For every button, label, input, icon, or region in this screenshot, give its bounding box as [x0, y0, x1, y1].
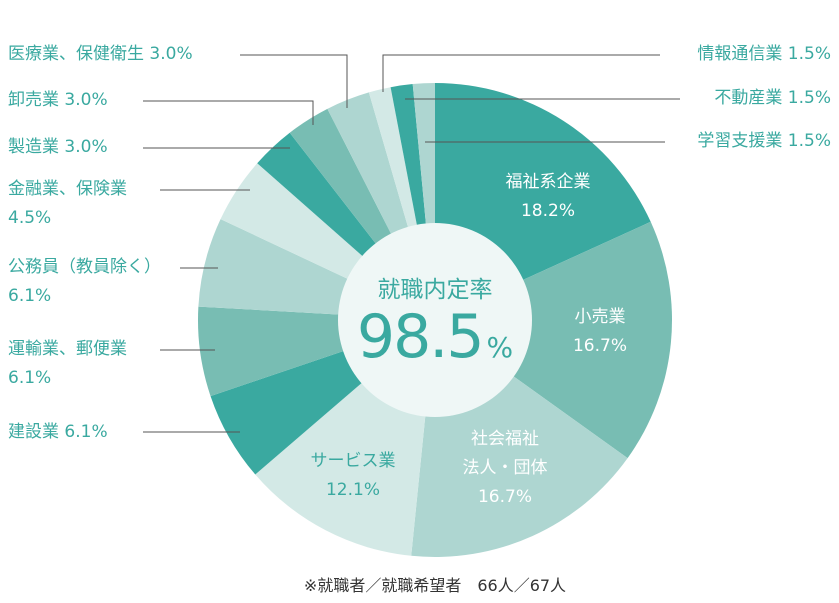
slice-label: 情報通信業 1.5% [697, 40, 831, 69]
leader-line [143, 100, 314, 125]
center-title: 就職内定率 [377, 277, 493, 303]
leader-line [240, 54, 348, 108]
slice-label: 不動産業 1.5% [714, 84, 831, 113]
category-label: 卸売業 [8, 90, 59, 110]
leader-line [382, 54, 660, 92]
value-label: 6.1% [8, 286, 52, 306]
slice-label: 小売業 16.7% [573, 303, 627, 361]
category-label: サービス業 [310, 451, 396, 471]
value-label: 1.5% [787, 88, 831, 108]
value-label: 4.5% [8, 208, 52, 228]
category-label: 福祉系企業 [505, 172, 591, 192]
slice-label: 学習支援業 1.5% [697, 127, 831, 156]
category-label: 運輸業、郵便業 [8, 339, 127, 359]
category-label: 学習支援業 [697, 131, 783, 151]
value-label: 3.0% [64, 137, 108, 157]
value-label: 6.1% [8, 368, 52, 388]
slice-label: サービス業 12.1% [311, 447, 396, 505]
slice-label: 公務員（教員除く） 6.1% [8, 253, 161, 311]
value-label: 3.0% [149, 44, 193, 64]
category-label: 医療業、保健衛生 [8, 44, 144, 64]
category-label: 情報通信業 [697, 44, 783, 64]
footnote: ※就職者／就職希望者 66人／67人 [303, 576, 567, 595]
value-label: 12.1% [325, 480, 380, 500]
center-hole [338, 223, 532, 417]
category-label: 公務員（教員除く） [8, 257, 161, 277]
value-label: 16.7% [477, 487, 532, 507]
category-label: 不動産業 [714, 88, 783, 108]
slice [435, 221, 672, 459]
center-value: 98.5% [357, 302, 513, 372]
category-label: 製造業 [8, 137, 59, 157]
value-label: 6.1% [64, 422, 108, 442]
slice-label: 卸売業 3.0% [8, 86, 108, 115]
value-label: 1.5% [787, 131, 831, 151]
category-label: 建設業 [8, 422, 59, 442]
center-number: 98.5 [356, 302, 485, 372]
value-label: 3.0% [64, 90, 108, 110]
slice-label: 製造業 3.0% [8, 133, 108, 162]
category-label: 小売業 [574, 307, 626, 327]
category-label: 金融業、保険業 [8, 179, 127, 199]
slice-label: 運輸業、郵便業 6.1% [8, 335, 127, 393]
slice-label: 金融業、保険業 4.5% [8, 175, 127, 233]
slice-label: 社会福祉 法人・団体 16.7% [463, 425, 548, 512]
category-label: 社会福祉 法人・団体 [462, 429, 548, 478]
slice-label: 建設業 6.1% [8, 418, 108, 447]
value-label: 1.5% [787, 44, 831, 64]
center-unit: % [486, 331, 514, 364]
value-label: 18.2% [520, 201, 575, 221]
value-label: 16.7% [572, 336, 628, 356]
slice-label: 福祉系企業 18.2% [506, 168, 591, 226]
slice-label: 医療業、保健衛生 3.0% [8, 40, 193, 69]
